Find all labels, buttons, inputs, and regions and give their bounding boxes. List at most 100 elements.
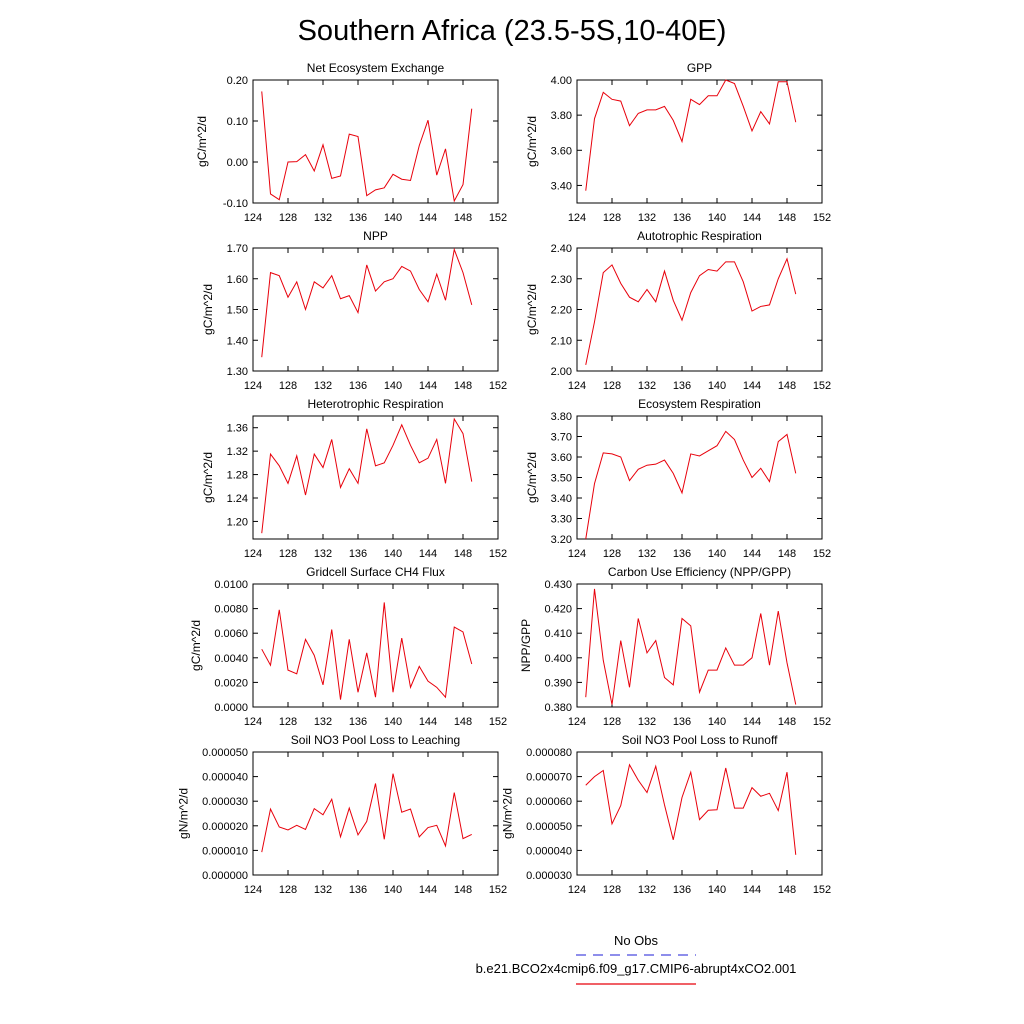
y-tick-label: 1.70 bbox=[227, 243, 248, 255]
x-tick-label: 148 bbox=[778, 548, 796, 560]
x-tick-label: 136 bbox=[349, 212, 367, 224]
y-tick-label: 0.000040 bbox=[202, 772, 248, 784]
panel-title: NPP bbox=[363, 229, 388, 243]
x-tick-label: 148 bbox=[778, 884, 796, 896]
x-tick-label: 148 bbox=[454, 716, 472, 728]
x-tick-label: 148 bbox=[454, 212, 472, 224]
x-tick-label: 124 bbox=[568, 380, 586, 392]
x-tick-label: 140 bbox=[384, 548, 402, 560]
panel-grid: Net Ecosystem Exchange 124 128 132 136 140 144… bbox=[176, 61, 831, 896]
plot-frame bbox=[576, 415, 823, 540]
series-line bbox=[261, 773, 472, 853]
series-line bbox=[585, 79, 797, 191]
x-tick-label: 124 bbox=[244, 212, 262, 224]
x-tick-label: 144 bbox=[743, 884, 761, 896]
legend-label-model-run: b.e21.BCO2x4cmip6.f09_g17.CMIP6-abrupt4x… bbox=[476, 961, 797, 976]
x-tick-label: 140 bbox=[708, 380, 726, 392]
y-tick-label: 0.430 bbox=[544, 579, 572, 591]
x-tick-label: 132 bbox=[638, 548, 656, 560]
x-tick-label: 132 bbox=[638, 884, 656, 896]
chart-panel: NPP 124 128 132 136 140 144 148 152 1.30 1.40 1.50 1… bbox=[201, 229, 507, 392]
y-tick-label: 2.20 bbox=[551, 305, 572, 317]
panel-title: Net Ecosystem Exchange bbox=[307, 61, 445, 75]
y-tick-label: 3.40 bbox=[551, 180, 572, 192]
x-tick-label: 144 bbox=[743, 380, 761, 392]
y-tick-label: 0.000030 bbox=[526, 870, 572, 882]
x-tick-label: 148 bbox=[454, 380, 472, 392]
y-axis-label: gC/m^2/d bbox=[201, 284, 215, 335]
x-tick-label: 144 bbox=[743, 548, 761, 560]
y-tick-label: -0.10 bbox=[223, 198, 248, 210]
y-axis-label: gC/m^2/d bbox=[525, 452, 539, 503]
y-tick-label: 3.60 bbox=[551, 452, 572, 464]
chart-panel: Net Ecosystem Exchange 124 128 132 136 140 144… bbox=[195, 61, 507, 224]
y-tick-label: 0.0040 bbox=[214, 653, 248, 665]
x-tick-label: 152 bbox=[813, 884, 831, 896]
y-tick-label: 0.400 bbox=[544, 653, 572, 665]
series-line bbox=[585, 257, 797, 365]
series-line bbox=[261, 602, 473, 700]
y-tick-label: 0.000080 bbox=[526, 747, 572, 759]
x-tick-label: 152 bbox=[813, 212, 831, 224]
y-tick-label: 0.380 bbox=[544, 702, 572, 714]
x-tick-label: 124 bbox=[568, 884, 586, 896]
y-axis-label: gN/m^2/d bbox=[500, 788, 514, 839]
y-tick-label: 3.70 bbox=[551, 432, 572, 444]
x-tick-label: 144 bbox=[743, 212, 761, 224]
x-tick-label: 128 bbox=[279, 884, 297, 896]
panel-title: Ecosystem Respiration bbox=[638, 397, 761, 411]
y-tick-label: 2.10 bbox=[551, 335, 572, 347]
y-tick-label: 1.60 bbox=[227, 274, 248, 286]
plot-frame bbox=[576, 583, 823, 708]
x-tick-label: 148 bbox=[778, 380, 796, 392]
y-tick-label: 2.30 bbox=[551, 274, 572, 286]
x-tick-label: 132 bbox=[314, 212, 332, 224]
x-tick-label: 148 bbox=[454, 884, 472, 896]
y-tick-label: 1.24 bbox=[227, 493, 248, 505]
x-tick-label: 152 bbox=[813, 380, 831, 392]
y-tick-label: 1.32 bbox=[227, 446, 248, 458]
x-tick-label: 152 bbox=[813, 548, 831, 560]
x-tick-label: 132 bbox=[314, 716, 332, 728]
x-tick-label: 132 bbox=[638, 380, 656, 392]
x-tick-label: 128 bbox=[603, 212, 621, 224]
y-axis-label: gC/m^2/d bbox=[525, 284, 539, 335]
x-tick-label: 132 bbox=[314, 884, 332, 896]
y-tick-label: 0.0080 bbox=[214, 604, 248, 616]
plot-frame bbox=[252, 79, 499, 204]
x-tick-label: 124 bbox=[568, 548, 586, 560]
x-tick-label: 128 bbox=[603, 380, 621, 392]
figure-title: Southern Africa (23.5-5S,10-40E) bbox=[298, 15, 727, 47]
x-tick-label: 128 bbox=[279, 380, 297, 392]
y-tick-label: 3.80 bbox=[551, 110, 572, 122]
chart-panel: Soil NO3 Pool Loss to Runoff 124 128 132 136… bbox=[500, 733, 831, 896]
y-tick-label: 0.000010 bbox=[202, 845, 248, 857]
series-line bbox=[261, 247, 473, 358]
x-tick-label: 124 bbox=[244, 380, 262, 392]
panel-title: Soil NO3 Pool Loss to Runoff bbox=[622, 733, 779, 747]
x-tick-label: 136 bbox=[673, 212, 691, 224]
chart-panel: Soil NO3 Pool Loss to Leaching 124 128 132 1… bbox=[176, 733, 507, 896]
y-tick-label: 1.40 bbox=[227, 335, 248, 347]
y-tick-label: 0.000000 bbox=[202, 870, 248, 882]
y-tick-label: 0.000020 bbox=[202, 821, 248, 833]
x-tick-label: 140 bbox=[708, 212, 726, 224]
y-tick-label: 0.0000 bbox=[214, 702, 248, 714]
x-tick-label: 132 bbox=[314, 548, 332, 560]
x-tick-label: 128 bbox=[603, 716, 621, 728]
panel-title: GPP bbox=[687, 61, 712, 75]
x-tick-label: 152 bbox=[489, 548, 507, 560]
x-tick-label: 124 bbox=[244, 716, 262, 728]
y-tick-label: 2.40 bbox=[551, 243, 572, 255]
x-tick-label: 136 bbox=[349, 884, 367, 896]
x-tick-label: 140 bbox=[384, 716, 402, 728]
panel-title: Carbon Use Efficiency (NPP/GPP) bbox=[608, 565, 791, 579]
y-tick-label: 0.000060 bbox=[526, 796, 572, 808]
x-tick-label: 124 bbox=[568, 212, 586, 224]
x-tick-label: 136 bbox=[349, 548, 367, 560]
plot-frame bbox=[252, 751, 499, 876]
panel-title: Gridcell Surface CH4 Flux bbox=[306, 565, 445, 579]
y-tick-label: 3.80 bbox=[551, 411, 572, 423]
y-axis-label: gC/m^2/d bbox=[525, 116, 539, 167]
